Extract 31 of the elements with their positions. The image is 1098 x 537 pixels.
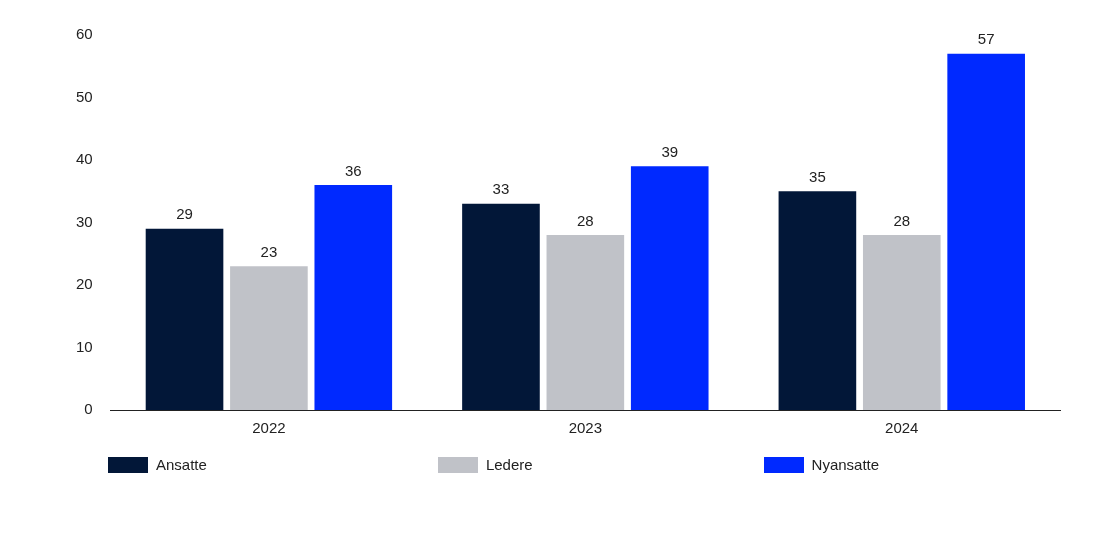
x-tick-label: 2023 (568, 419, 603, 437)
y-tick-label: 0 (84, 400, 93, 418)
y-tick-label: 10 (76, 337, 93, 355)
legend-label: Ansatte (156, 456, 207, 473)
y-tick-label: 60 (76, 25, 93, 43)
y-tick-label: 30 (76, 212, 93, 230)
y-tick-label: 20 (76, 275, 93, 293)
legend-label: Ledere (485, 456, 533, 473)
bar (947, 53, 1025, 410)
data-label: 57 (977, 30, 995, 48)
bar (230, 266, 308, 410)
bar (862, 235, 941, 410)
x-tick-label: 2024 (885, 419, 919, 437)
bar (462, 203, 540, 410)
bar (145, 228, 224, 410)
bar (778, 191, 857, 410)
bar (546, 235, 625, 410)
data-label: 28 (577, 211, 594, 229)
x-tick-label: 2022 (252, 419, 286, 437)
y-tick-label: 50 (76, 87, 93, 105)
data-label: 35 (809, 167, 826, 185)
data-label: 39 (661, 142, 679, 160)
bar (630, 166, 709, 410)
data-label: 36 (344, 161, 362, 179)
bar (314, 185, 393, 410)
legend-label: Nyansatte (811, 456, 880, 473)
data-label: 33 (492, 180, 510, 198)
y-tick-label: 40 (76, 150, 93, 168)
data-label: 29 (176, 205, 193, 223)
data-label: 28 (893, 211, 911, 229)
data-label: 23 (260, 242, 278, 260)
